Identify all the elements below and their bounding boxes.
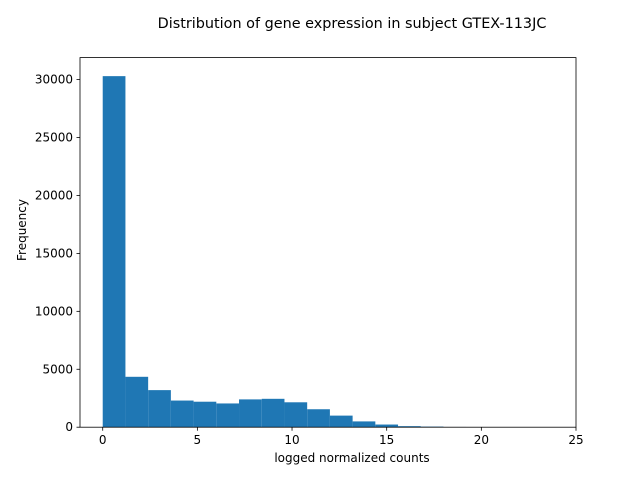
x-tick-label: 5 [194,433,202,447]
bars-group [103,76,557,427]
histogram-bar [262,399,285,427]
y-tick-label: 5000 [42,362,73,376]
y-tick-label: 15000 [35,246,73,260]
chart-title: Distribution of gene expression in subje… [158,16,547,32]
x-tick-label: 10 [284,433,299,447]
histogram-bar [103,76,126,427]
histogram-bar [148,390,171,427]
y-tick-label: 30000 [35,73,73,87]
histogram-bar [307,409,330,427]
histogram-bar [125,377,148,427]
histogram-bar [171,401,194,428]
x-tick-label: 25 [568,433,583,447]
x-tick-label: 15 [379,433,394,447]
histogram-bar [239,399,262,427]
y-axis-label: Frequency [15,199,29,261]
plot-frame [80,58,576,428]
y-tick-label: 10000 [35,304,73,318]
histogram-bar [330,416,353,428]
x-axis-label: logged normalized counts [274,451,429,465]
histogram-bar [216,403,239,427]
y-tick-label: 0 [65,420,73,434]
histogram-bar [284,402,307,427]
x-axis-ticks: 0 5 10 15 20 25 [99,427,584,447]
x-tick-label: 0 [99,433,107,447]
y-tick-label: 25000 [35,131,73,145]
y-axis-ticks: 0 5000 10000 15000 20000 25000 30000 [35,73,80,435]
histogram-bar [194,402,217,427]
histogram-bar [353,421,376,427]
y-tick-label: 20000 [35,188,73,202]
x-tick-label: 20 [474,433,489,447]
